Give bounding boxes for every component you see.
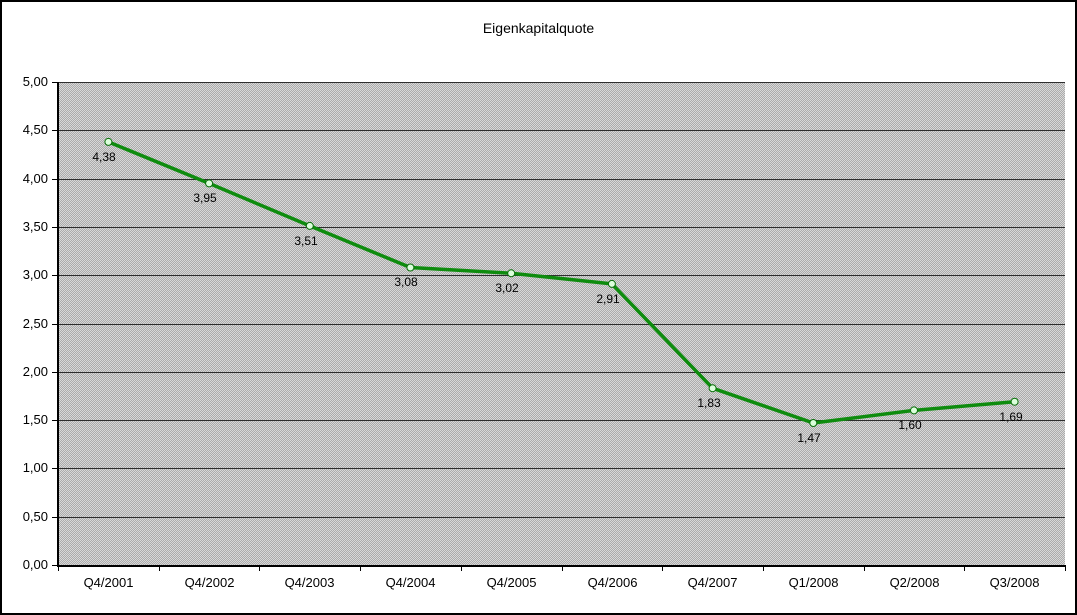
y-axis-tick-label: 0,00 bbox=[22, 557, 48, 572]
y-axis-tick-label: 4,50 bbox=[22, 122, 48, 137]
data-point-marker bbox=[406, 263, 415, 272]
y-axis-tick-label: 1,50 bbox=[22, 412, 48, 427]
y-axis-tick bbox=[52, 468, 58, 469]
gridline bbox=[58, 179, 1065, 180]
x-axis-tick bbox=[1065, 565, 1066, 571]
y-axis-tick bbox=[52, 565, 58, 566]
data-point-marker bbox=[809, 419, 818, 427]
x-axis-tick bbox=[662, 565, 663, 571]
y-axis-tick-label: 5,00 bbox=[22, 74, 48, 89]
x-axis-tick-label: Q1/2008 bbox=[788, 575, 839, 590]
x-axis-tick bbox=[259, 565, 260, 571]
y-axis-tick-label: 2,50 bbox=[22, 316, 48, 331]
x-axis-tick-label: Q4/2002 bbox=[184, 575, 235, 590]
gridline bbox=[58, 82, 1065, 83]
gridline bbox=[58, 372, 1065, 373]
y-axis-tick-label: 3,00 bbox=[22, 267, 48, 282]
gridline bbox=[58, 275, 1065, 276]
series-line bbox=[106, 140, 1017, 425]
y-axis-tick bbox=[52, 82, 58, 83]
plot-area: 4,38 3,95 3,51 3,08 3,02 2,91 1,83 1,47 1,60 1,69 bbox=[58, 82, 1065, 565]
data-point-label: 1,83 bbox=[697, 396, 721, 410]
data-point-label: 1,47 bbox=[797, 431, 821, 445]
y-axis-line bbox=[57, 82, 59, 567]
data-point-marker bbox=[507, 269, 516, 278]
data-point-marker bbox=[305, 221, 314, 230]
data-point-label: 3,51 bbox=[294, 234, 318, 248]
y-axis-tick-label: 1,00 bbox=[22, 460, 48, 475]
gridline bbox=[58, 468, 1065, 469]
x-axis-tick bbox=[58, 565, 59, 571]
data-point-marker bbox=[104, 137, 113, 146]
x-axis-tick-label: Q4/2005 bbox=[486, 575, 537, 590]
x-axis-tick bbox=[159, 565, 160, 571]
data-point-label: 1,69 bbox=[999, 410, 1023, 424]
y-axis-tick-label: 3,50 bbox=[22, 219, 48, 234]
x-axis-tick-label: Q3/2008 bbox=[989, 575, 1040, 590]
y-axis-tick bbox=[52, 517, 58, 518]
y-axis-tick-label: 2,00 bbox=[22, 364, 48, 379]
data-point-label: 4,38 bbox=[92, 150, 116, 164]
gridline bbox=[58, 227, 1065, 228]
data-point-marker bbox=[1010, 397, 1019, 406]
y-axis-tick bbox=[52, 324, 58, 325]
gridline bbox=[58, 517, 1065, 518]
data-point-marker bbox=[607, 279, 616, 288]
gridline bbox=[58, 420, 1065, 421]
y-axis-tick bbox=[52, 372, 58, 373]
x-axis-tick-label: Q4/2001 bbox=[83, 575, 134, 590]
y-axis-tick bbox=[52, 179, 58, 180]
data-point-marker bbox=[708, 384, 717, 393]
x-axis-tick bbox=[964, 565, 965, 571]
data-point-label: 1,60 bbox=[898, 418, 922, 432]
x-axis-tick-label: Q2/2008 bbox=[889, 575, 940, 590]
y-axis-tick bbox=[52, 420, 58, 421]
series-line-svg bbox=[104, 137, 1019, 427]
y-axis-tick bbox=[52, 227, 58, 228]
x-axis-tick-label: Q4/2006 bbox=[587, 575, 638, 590]
x-axis-tick bbox=[864, 565, 865, 571]
y-axis-tick-label: 4,00 bbox=[22, 171, 48, 186]
data-point-label: 3,02 bbox=[495, 281, 519, 295]
x-axis-tick bbox=[763, 565, 764, 571]
data-point-marker bbox=[205, 179, 214, 188]
x-axis-tick bbox=[461, 565, 462, 571]
data-point-label: 3,95 bbox=[193, 191, 217, 205]
chart-title: Eigenkapitalquote bbox=[482, 20, 595, 36]
data-point-label: 3,08 bbox=[394, 275, 418, 289]
data-point-marker bbox=[910, 406, 918, 415]
x-axis-tick-label: Q4/2007 bbox=[687, 575, 738, 590]
y-axis-tick-label: 0,50 bbox=[22, 509, 48, 524]
gridline bbox=[58, 130, 1065, 131]
x-axis-tick-label: Q4/2003 bbox=[284, 575, 335, 590]
x-axis-tick bbox=[562, 565, 563, 571]
gridline bbox=[58, 324, 1065, 325]
x-axis-tick bbox=[360, 565, 361, 571]
y-axis-tick bbox=[52, 275, 58, 276]
x-axis-line bbox=[57, 565, 1065, 567]
x-axis-tick-label: Q4/2004 bbox=[385, 575, 436, 590]
data-point-label: 2,91 bbox=[596, 292, 620, 306]
y-axis-tick bbox=[52, 130, 58, 131]
